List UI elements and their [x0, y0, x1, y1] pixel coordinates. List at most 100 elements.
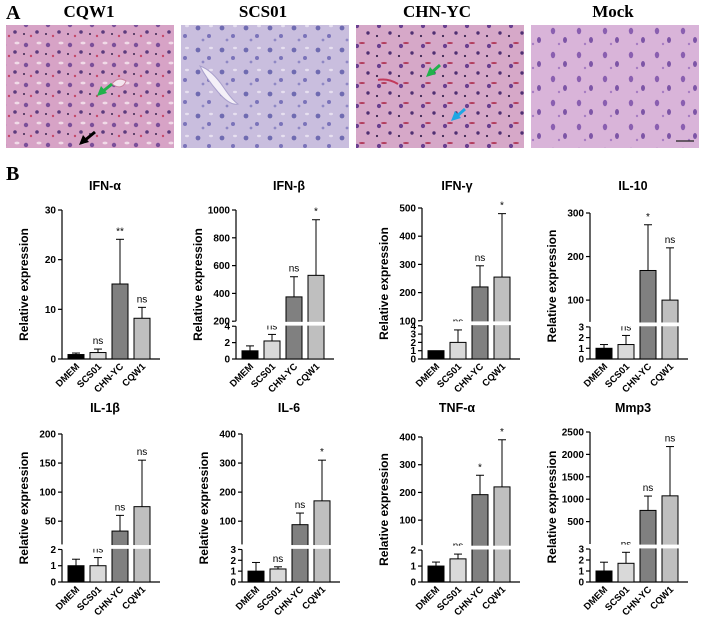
y-tick-label: 3 — [578, 322, 584, 333]
axis-break — [234, 321, 332, 326]
significance-label: ns — [115, 502, 126, 513]
y-tick-label: 1 — [578, 567, 584, 578]
x-tick-label: CQW1 — [648, 584, 676, 612]
bar-dmem — [595, 347, 613, 360]
y-tick-label: 200 — [399, 288, 416, 299]
y-tick-label: 2 — [578, 333, 584, 344]
histology-title-scs01: SCS01 — [239, 2, 287, 21]
chart-title: IFN-α — [89, 179, 121, 193]
axis-break — [588, 544, 686, 549]
significance-label: ns — [665, 235, 676, 246]
y-axis-label: Relative expression — [377, 227, 391, 340]
bar-cqw1 — [661, 495, 679, 583]
y-tick-label: 300 — [399, 260, 416, 271]
x-tick-label: CQW1 — [480, 361, 508, 389]
y-tick-label: 200 — [39, 430, 56, 441]
histology-title-mock: Mock — [592, 2, 634, 21]
significance-label: ns — [289, 264, 300, 275]
y-tick-label: 300 — [219, 459, 236, 470]
significance-label: ns — [665, 434, 676, 445]
y-tick-label: 2000 — [562, 450, 585, 461]
significance-label: ns — [93, 545, 104, 556]
chart-title: IFN-β — [273, 179, 305, 193]
y-tick-label: 2 — [50, 545, 56, 556]
histology-image-scs01 — [181, 25, 349, 148]
axis-break — [420, 321, 518, 326]
bar-chn-yc — [111, 283, 129, 360]
y-axis-label: Relative expression — [197, 452, 211, 565]
bar-scs01 — [269, 568, 287, 583]
y-axis-label: Relative expression — [17, 452, 31, 565]
significance-label: ns — [643, 483, 654, 494]
chart-title: Mmp3 — [615, 401, 651, 415]
y-tick-label: 300 — [567, 209, 584, 220]
y-tick-label: 0 — [224, 355, 230, 366]
green-arrow-cqw1 — [97, 82, 113, 96]
y-tick-label: 100 — [39, 488, 56, 499]
bar-chn-yc — [285, 296, 303, 360]
y-tick-label: 3 — [410, 330, 416, 341]
bar-scs01 — [449, 341, 467, 360]
y-tick-label: 400 — [213, 289, 230, 300]
axis-break — [240, 545, 338, 549]
bar-dmem — [241, 350, 259, 360]
bar-cqw1 — [313, 500, 331, 583]
histology-title-chn-yc: CHN-YC — [403, 2, 471, 21]
x-tick-label: CQW1 — [648, 361, 676, 389]
y-tick-label: 1 — [578, 344, 584, 355]
bar-cqw1 — [493, 486, 511, 583]
x-tick-label: CQW1 — [294, 361, 322, 389]
y-tick-label: 200 — [399, 488, 416, 499]
panel-a-label: A — [6, 2, 21, 24]
significance-label: ns — [475, 253, 486, 264]
significance-label: * — [500, 427, 504, 438]
bar-cqw1 — [307, 274, 325, 360]
histology-image-mock — [531, 25, 699, 148]
bar-scs01 — [263, 340, 281, 360]
significance-label: ns — [267, 321, 278, 332]
significance-label: ns — [137, 294, 148, 305]
y-tick-label: 100 — [219, 517, 236, 528]
bar-dmem — [595, 570, 613, 583]
y-tick-label: 30 — [45, 206, 57, 217]
bar-dmem — [67, 565, 85, 583]
y-tick-label: 2 — [410, 546, 416, 557]
axis-break — [588, 322, 686, 327]
y-tick-label: 3 — [230, 545, 236, 556]
bar-scs01 — [89, 565, 107, 583]
significance-label: * — [314, 207, 318, 218]
x-tick-label: CQW1 — [120, 361, 148, 389]
significance-label: ns — [273, 554, 284, 565]
bar-dmem — [427, 350, 445, 360]
x-tick-label: CQW1 — [480, 584, 508, 612]
y-tick-label: 150 — [39, 459, 56, 470]
bar-chn-yc — [111, 530, 129, 583]
significance-label: ns — [93, 336, 104, 347]
y-tick-label: 10 — [45, 305, 57, 316]
significance-label: * — [320, 447, 324, 458]
bar-chn-yc — [291, 524, 309, 583]
axis-break — [420, 545, 518, 550]
y-axis-label: Relative expression — [545, 230, 559, 343]
x-tick-label: CQW1 — [300, 584, 328, 612]
y-tick-label: 50 — [45, 517, 57, 528]
y-tick-label: 1000 — [208, 206, 231, 217]
significance-label: * — [500, 201, 504, 212]
chart-title: TNF-α — [439, 401, 475, 415]
y-tick-label: 100 — [399, 316, 416, 327]
y-tick-label: 20 — [45, 255, 57, 266]
bar-scs01 — [617, 344, 635, 360]
y-tick-label: 200 — [219, 488, 236, 499]
y-axis-label: Relative expression — [17, 228, 31, 341]
bar-scs01 — [89, 352, 107, 360]
y-tick-label: 500 — [399, 204, 416, 215]
axis-break — [60, 545, 158, 549]
chart-title: IL-6 — [278, 401, 300, 415]
